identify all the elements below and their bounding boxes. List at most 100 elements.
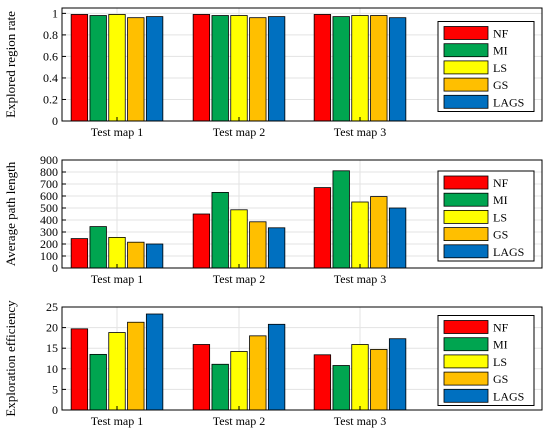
bar-mi-1 (89, 226, 107, 269)
legend-swatch-gs (443, 227, 489, 242)
legend-label-lags: LAGS (493, 95, 524, 109)
axes-box (61, 159, 543, 269)
legend-label-gs: GS (493, 372, 508, 386)
y-tick-label: 0.4 (43, 71, 58, 85)
y-axis-label: Exploration efficiency (3, 300, 18, 417)
bar-nf-2 (192, 213, 211, 269)
bar-ls-3 (351, 15, 369, 122)
legend-swatch-lags (443, 244, 489, 259)
legend-swatch-nf (443, 26, 489, 40)
bar-nf-1 (70, 238, 89, 269)
y-tick-label: 200 (40, 237, 58, 251)
y-tick-label: 1 (52, 6, 58, 20)
bar-ls-2 (230, 209, 248, 269)
x-tick-label: Test map 3 (334, 414, 386, 428)
x-tick-label: Test map 2 (213, 414, 265, 428)
legend-label-nf: NF (493, 176, 509, 190)
bar-lags-3 (388, 17, 407, 122)
legend-swatch-lags (443, 94, 489, 109)
y-tick-label: 900 (40, 153, 58, 167)
legend-swatch-ls (443, 60, 489, 75)
legend-swatch-gs (443, 77, 489, 92)
bar-lags-2 (267, 16, 286, 122)
y-tick-label: 0.8 (43, 28, 58, 42)
chart-panel-3: 0 5 10 15 20 25 Test map 1 Test map 2 Test map 3… (3, 300, 543, 428)
bar-mi-2 (211, 15, 229, 122)
bar-lags-3 (388, 207, 407, 269)
legend-swatch-ls (443, 354, 489, 369)
bar-ls-3 (351, 201, 369, 269)
bar-nf-3 (313, 14, 332, 122)
x-tick-label: Test map 3 (334, 272, 386, 286)
legend-swatch-mi (443, 192, 489, 207)
legend-swatch-ls (443, 209, 489, 224)
legend-swatch-mi (443, 43, 489, 58)
bar-ls-1 (108, 236, 126, 269)
y-tick-label: 20 (46, 321, 58, 335)
y-tick-label: 100 (40, 249, 58, 263)
axes-box (61, 306, 543, 411)
y-tick-label: 400 (40, 213, 58, 227)
legend-swatch-lags (443, 388, 489, 403)
bar-gs-1 (127, 241, 145, 269)
y-axis-label: Explored region rate (3, 11, 18, 118)
legend-label-gs: GS (493, 228, 508, 242)
chart-panel-1: 0 0.2 0.4 0.6 0.8 1 Test map 1 Test map 2 Test m… (3, 6, 543, 139)
bar-gs-3 (370, 15, 388, 122)
bar-gs-2 (249, 335, 267, 411)
y-tick-label: 500 (40, 201, 58, 215)
y-tick-label: 25 (46, 300, 58, 314)
bar-mi-3 (332, 365, 350, 411)
legend-label-ls: LS (493, 355, 507, 369)
y-tick-label: 300 (40, 225, 58, 239)
legend-label-gs: GS (493, 78, 508, 92)
bar-nf-2 (192, 14, 211, 122)
bar-gs-3 (370, 196, 388, 269)
legend: NF MI LS GS LAGS (437, 21, 535, 112)
bar-ls-1 (108, 332, 126, 411)
bar-ls-2 (230, 351, 248, 411)
x-tick-label: Test map 2 (213, 272, 265, 286)
bar-nf-1 (70, 14, 89, 122)
bar-mi-1 (89, 353, 107, 411)
bar-mi-1 (89, 15, 107, 122)
legend-label-mi: MI (493, 44, 508, 58)
bar-nf-3 (313, 354, 332, 411)
y-tick-label: 0 (52, 403, 58, 417)
y-tick-label: 0 (52, 114, 58, 128)
bar-mi-2 (211, 191, 229, 269)
y-tick-label: 15 (46, 341, 58, 355)
bar-lags-3 (388, 338, 407, 411)
legend-swatch-nf (443, 320, 489, 334)
x-tick-label: Test map 2 (213, 125, 265, 139)
legend-swatch-mi (443, 337, 489, 352)
y-tick-label: 5 (52, 382, 58, 396)
bar-ls-2 (230, 15, 248, 122)
y-tick-label: 0 (52, 261, 58, 275)
bar-gs-1 (127, 321, 145, 411)
legend: NF MI LS GS LAGS (437, 170, 535, 262)
bar-lags-1 (145, 243, 164, 269)
bar-nf-3 (313, 187, 332, 269)
y-axis-label: Average path length (3, 161, 18, 266)
legend-swatch-gs (443, 371, 489, 386)
legend-label-lags: LAGS (493, 245, 524, 259)
legend-label-mi: MI (493, 338, 508, 352)
y-tick-label: 700 (40, 177, 58, 191)
legend: NF MI LS GS LAGS (437, 315, 535, 406)
bar-gs-2 (249, 221, 267, 269)
legend-label-ls: LS (493, 61, 507, 75)
bar-lags-1 (145, 16, 164, 122)
y-tick-label: 0.6 (43, 49, 58, 63)
bar-gs-1 (127, 17, 145, 122)
bar-lags-1 (145, 313, 164, 411)
x-tick-label: Test map 1 (91, 414, 143, 428)
bar-lags-2 (267, 323, 286, 411)
y-tick-label: 0.2 (43, 92, 58, 106)
axes-box (61, 7, 543, 122)
bar-mi-2 (211, 363, 229, 411)
legend-label-nf: NF (493, 321, 509, 335)
